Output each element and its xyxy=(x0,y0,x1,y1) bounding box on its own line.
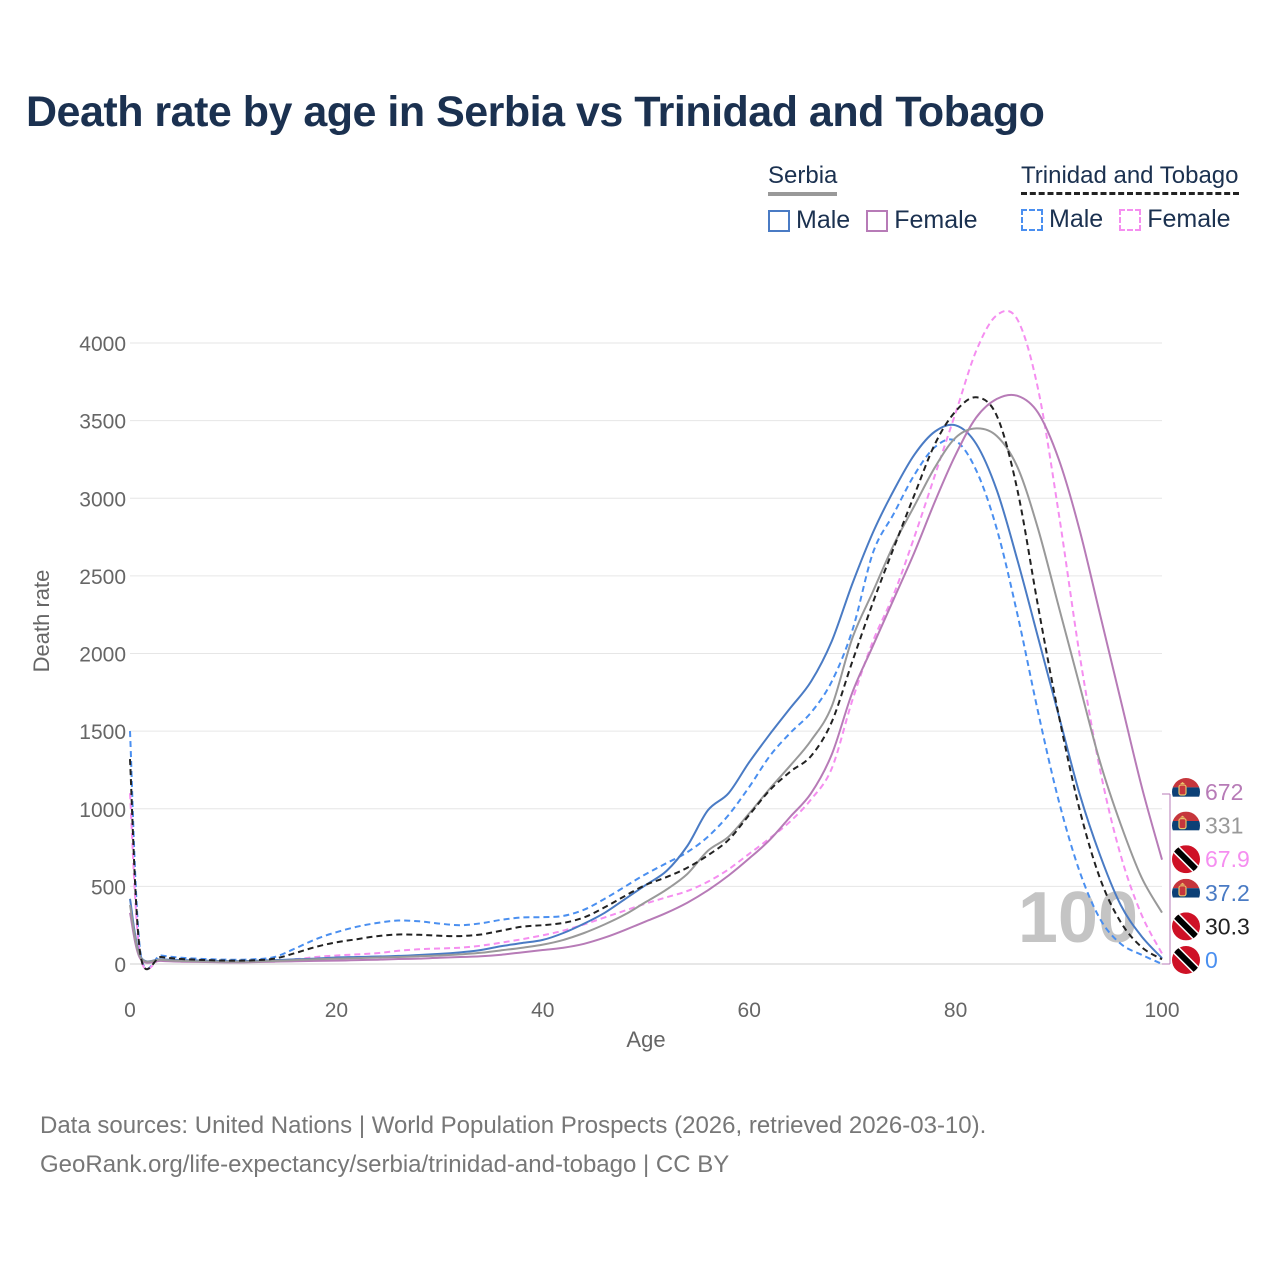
serbia-flag-icon xyxy=(1172,778,1200,806)
end-label: 67.9 xyxy=(1172,845,1250,874)
legend-item-trinidad-female[interactable]: Female xyxy=(1119,205,1231,234)
end-label: 37.2 xyxy=(1172,878,1250,907)
y-tick-label: 1500 xyxy=(79,721,126,744)
legend-group-trinidad: Trinidad and Tobago Male Female xyxy=(1021,162,1239,234)
series-line-trinidad-and-tobago xyxy=(129,396,1163,971)
series-line-trinidad-and-tobago-male xyxy=(129,438,1163,970)
x-tick-label: 40 xyxy=(531,999,554,1022)
series-line-serbia xyxy=(129,427,1163,963)
footer-link[interactable]: GeoRank.org/life-expectancy/serbia/trini… xyxy=(40,1151,730,1178)
end-label-value: 0 xyxy=(1205,947,1218,973)
footer-sources: Data sources: United Nations | World Pop… xyxy=(40,1112,987,1139)
end-label: 672 xyxy=(1172,778,1243,806)
x-tick-label: 0 xyxy=(124,999,136,1022)
end-label-value: 30.3 xyxy=(1205,913,1250,939)
legend-label: Male xyxy=(796,206,851,234)
y-tick-label: 4000 xyxy=(79,333,126,356)
y-tick-label: 3000 xyxy=(79,488,126,511)
end-label-value: 672 xyxy=(1205,779,1243,805)
axis-layer: 0 500 1000 1500 2000 2500 3000 3500 4000 0 20 40 60 8… xyxy=(79,333,1179,1022)
chart-title: Death rate by age in Serbia vs Trinidad … xyxy=(26,88,1045,136)
y-tick-label: 3500 xyxy=(79,411,126,434)
legend-swatch-icon xyxy=(1021,208,1043,231)
legend-swatch-icon xyxy=(1119,208,1142,231)
end-label: 30.3 xyxy=(1172,912,1250,941)
series-line-trinidad-and-tobago-female xyxy=(129,309,1163,971)
x-tick-label: 100 xyxy=(1144,999,1179,1022)
legend-header-trinidad: Trinidad and Tobago xyxy=(1021,162,1239,195)
legend-item-trinidad-male[interactable]: Male xyxy=(1021,205,1103,234)
legend-swatch-icon xyxy=(768,209,790,232)
legend-group-serbia: Serbia Male Female xyxy=(768,162,978,235)
legend-label: Male xyxy=(1049,205,1104,233)
footer: Data sources: United Nations | World Pop… xyxy=(40,1106,986,1184)
serbia-flag-icon xyxy=(1172,811,1200,840)
y-tick-label: 0 xyxy=(114,954,126,977)
legend-label: Female xyxy=(894,206,978,234)
y-tick-label: 2000 xyxy=(79,644,126,667)
end-label-value: 37.2 xyxy=(1205,880,1250,906)
end-label-value: 331 xyxy=(1205,813,1243,839)
y-axis-label: Death rate xyxy=(29,570,54,673)
legend-item-serbia-male[interactable]: Male xyxy=(768,206,850,235)
end-label: 331 xyxy=(1172,811,1243,840)
x-tick-label: 80 xyxy=(944,999,967,1022)
series-line-serbia-male xyxy=(129,423,1163,963)
legend-swatch-icon xyxy=(866,209,889,232)
end-label: 0 xyxy=(1172,946,1218,974)
end-label-value: 67.9 xyxy=(1205,846,1250,872)
legend-header-serbia: Serbia xyxy=(768,162,838,196)
end-label-connector xyxy=(1162,793,1171,965)
trinidad-flag-icon xyxy=(1172,946,1200,974)
serbia-flag-icon xyxy=(1172,878,1200,907)
year-watermark: 100 xyxy=(1018,878,1138,958)
y-tick-label: 500 xyxy=(91,876,126,899)
grid-layer xyxy=(130,342,1162,965)
y-tick-label: 1000 xyxy=(79,799,126,822)
legend-item-serbia-female[interactable]: Female xyxy=(866,206,978,235)
x-tick-label: 60 xyxy=(738,999,761,1022)
series-layer xyxy=(129,309,1163,971)
x-tick-label: 20 xyxy=(325,999,348,1022)
end-label-layer: 672 331 67.9 37.2 30.3 0 xyxy=(1162,778,1250,974)
series-line-serbia-female xyxy=(129,393,1163,964)
x-axis-label: Age xyxy=(626,1027,665,1052)
y-tick-label: 2500 xyxy=(79,566,126,589)
trinidad-flag-icon xyxy=(1172,912,1200,941)
legend-label: Female xyxy=(1147,205,1231,233)
trinidad-flag-icon xyxy=(1172,845,1200,874)
